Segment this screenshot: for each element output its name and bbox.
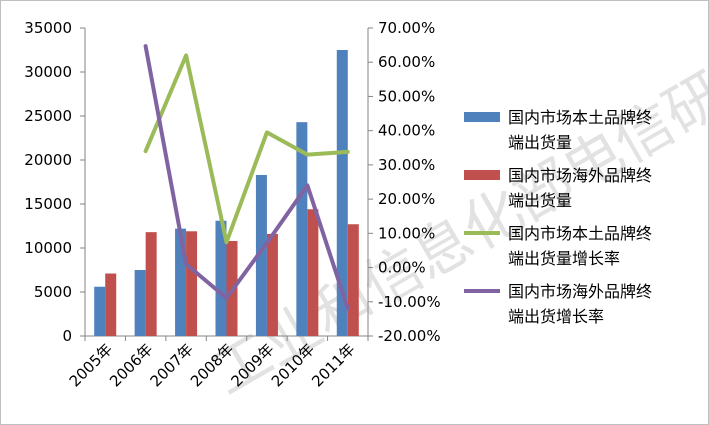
bar-foreign <box>105 273 117 336</box>
line-domestic-growth <box>143 53 350 245</box>
right-axis-tick-label: 40.00% <box>378 122 435 140</box>
right-axis-tick-label: 30.00% <box>378 156 435 174</box>
left-axis-tick-label: 25000 <box>24 107 72 125</box>
left-axis-tick-label: 5000 <box>34 283 72 301</box>
right-axis-tick-label: 0.00% <box>378 259 426 277</box>
bar-domestic <box>134 270 146 336</box>
x-axis-tick-label: 2005年 <box>66 340 116 390</box>
left-axis-tick-label: 20000 <box>24 151 72 169</box>
legend-label: 国内市场海外品牌终 <box>508 166 652 185</box>
legend-swatch <box>464 112 500 122</box>
right-axis-tick-label: 60.00% <box>378 53 435 71</box>
right-axis-tick-label: -20.00% <box>378 327 441 345</box>
left-axis-tick-label: 10000 <box>24 239 72 257</box>
right-axis-tick-label: 20.00% <box>378 190 435 208</box>
x-axis-tick-label: 2007年 <box>147 340 197 390</box>
bar-foreign <box>145 232 157 336</box>
left-axis-tick-label: 30000 <box>24 63 72 81</box>
legend-label: 国内市场海外品牌终 <box>508 282 652 301</box>
bar-foreign <box>266 233 278 336</box>
right-axis-tick-label: 50.00% <box>378 87 435 105</box>
legend-label: 国内市场本土品牌终 <box>508 108 652 127</box>
bar-foreign <box>347 224 359 336</box>
bar-domestic <box>336 50 348 336</box>
watermark-text: 工业和信息化部电信研究院 <box>200 1 708 408</box>
legend-label: 国内市场本土品牌终 <box>508 224 652 243</box>
legend-label: 端出货量 <box>508 191 572 210</box>
left-axis-tick-label: 35000 <box>24 19 72 37</box>
legend: 国内市场本土品牌终端出货量国内市场海外品牌终端出货量国内市场本土品牌终端出货量增… <box>464 108 652 326</box>
plot-area: 0 5000 10000 15000 20000 25000 30000 35000 -20.0… <box>24 19 440 390</box>
bar-domestic <box>296 122 308 336</box>
x-axis-tick-label: 2006年 <box>106 340 156 390</box>
legend-label: 端出货增长率 <box>508 307 604 326</box>
legend-label: 端出货量 <box>508 133 572 152</box>
legend-swatch <box>464 170 500 180</box>
left-axis-tick-label: 15000 <box>24 195 72 213</box>
line-foreign-growth <box>143 44 350 311</box>
right-axis-tick-label: 10.00% <box>378 224 435 242</box>
right-axis-tick-label: 70.00% <box>378 19 435 37</box>
bar-foreign <box>186 231 198 336</box>
left-axis-tick-label: 0 <box>62 327 72 345</box>
legend-label: 端出货量增长率 <box>508 249 620 268</box>
bar-foreign <box>307 209 319 336</box>
bar-domestic <box>255 174 267 336</box>
bar-domestic <box>175 228 187 336</box>
bar-domestic <box>215 220 227 336</box>
watermark: 工业和信息化部电信研究院 <box>200 1 708 408</box>
right-axis-tick-label: -10.00% <box>378 293 441 311</box>
bar-domestic <box>94 286 106 336</box>
